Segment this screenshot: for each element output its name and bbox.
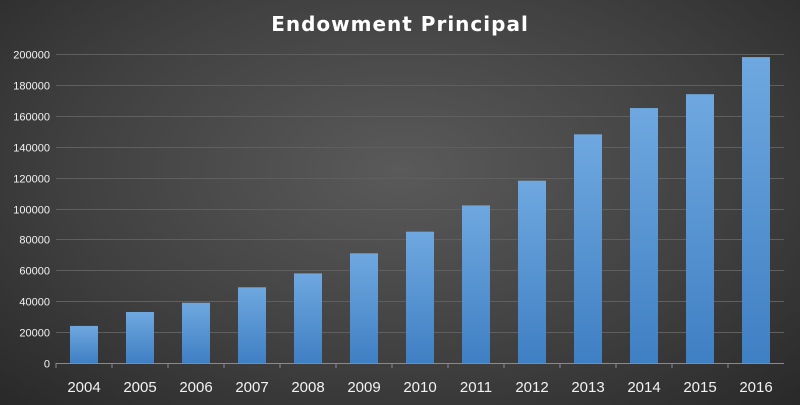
y-tick-label: 160000: [13, 112, 50, 124]
y-tick-label: 100000: [13, 205, 50, 217]
x-tick-label: 2014: [627, 379, 660, 396]
bar-2006: [182, 302, 210, 363]
bars: [70, 57, 770, 364]
bar-2013: [574, 134, 602, 363]
x-tick-label: 2013: [571, 379, 604, 396]
x-tick-label: 2010: [403, 379, 436, 396]
y-tick-label: 20000: [19, 328, 50, 340]
axes: 0 20000 40000 60000 80000 100000 120000 140000 1…: [13, 50, 784, 396]
x-tick-label: 2015: [683, 379, 716, 396]
y-tick-label: 180000: [13, 81, 50, 93]
y-tick-label: 0: [44, 359, 50, 371]
x-tick-label: 2006: [179, 379, 212, 396]
x-tick-label: 2011: [460, 379, 492, 396]
bar-2015: [686, 94, 714, 364]
y-tick-label: 40000: [19, 297, 50, 309]
y-tick-label: 120000: [13, 174, 50, 186]
y-tick-label: 140000: [13, 143, 50, 155]
chart-title: Endowment Principal: [271, 12, 529, 36]
y-tick-label: 80000: [19, 235, 50, 247]
bar-2008: [294, 273, 322, 363]
y-tick-label: 200000: [13, 50, 50, 62]
x-tick-label: 2005: [123, 379, 156, 396]
bar-2010: [406, 231, 434, 363]
bar-2005: [126, 312, 154, 363]
bar-2011: [462, 205, 490, 363]
bar-2014: [630, 108, 658, 363]
x-tick-label: 2016: [739, 379, 772, 396]
bar-2004: [70, 325, 98, 363]
x-tick-label: 2009: [347, 379, 380, 396]
bar-2009: [350, 253, 378, 363]
x-tick-label: 2012: [515, 379, 548, 396]
bar-2007: [238, 287, 266, 363]
x-tick-label: 2008: [291, 379, 324, 396]
x-tick-label: 2004: [67, 379, 100, 396]
x-tick-label: 2007: [235, 379, 268, 396]
bar-2016: [742, 57, 770, 364]
bar-2012: [518, 180, 546, 363]
y-tick-label: 60000: [19, 266, 50, 278]
